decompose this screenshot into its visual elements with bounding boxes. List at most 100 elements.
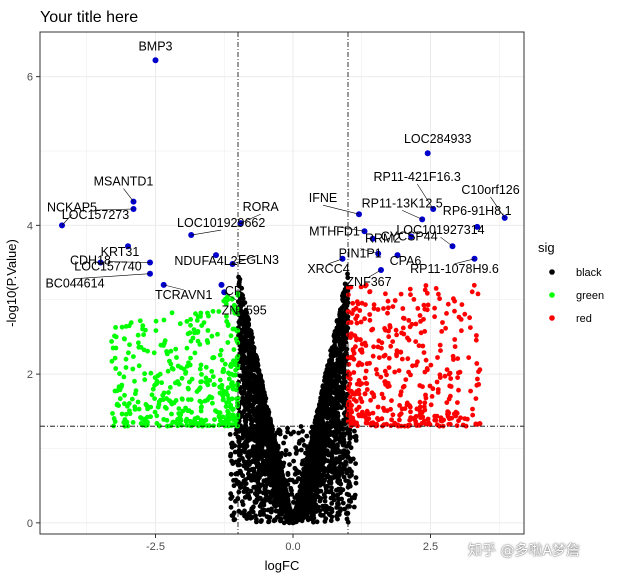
point-red xyxy=(447,421,453,427)
label-leader-line xyxy=(454,258,475,265)
point-red xyxy=(373,367,379,372)
point-black xyxy=(333,437,338,442)
point-black xyxy=(313,502,319,508)
point-red xyxy=(359,381,365,386)
point-black xyxy=(300,428,305,434)
point-green xyxy=(142,377,148,383)
point-black xyxy=(274,476,280,482)
gene-label: MSANTD1 xyxy=(94,175,154,189)
gene-label: KRT31 xyxy=(101,245,140,259)
point-black xyxy=(338,308,344,314)
point-black xyxy=(240,435,245,441)
point-red xyxy=(467,315,472,321)
labeled-point xyxy=(130,198,137,205)
point-red xyxy=(424,290,430,296)
point-black xyxy=(279,502,284,508)
gene-label: LOC157740 xyxy=(74,260,141,274)
gene-label: CYCSP44 xyxy=(381,230,438,244)
point-green xyxy=(121,336,127,342)
point-red xyxy=(435,355,440,360)
point-black xyxy=(299,437,305,443)
point-black xyxy=(352,428,357,434)
point-green xyxy=(109,339,114,344)
point-black xyxy=(329,485,334,491)
point-red xyxy=(356,404,362,410)
point-black xyxy=(308,456,313,462)
point-green xyxy=(210,400,215,406)
gene-label: BC044614 xyxy=(45,277,104,291)
point-black xyxy=(325,420,330,426)
point-black xyxy=(304,444,310,449)
point-black xyxy=(262,440,267,446)
point-green xyxy=(225,408,231,414)
point-black xyxy=(267,476,273,481)
point-black xyxy=(286,502,291,508)
point-green xyxy=(199,372,204,377)
point-red xyxy=(363,283,368,289)
point-red xyxy=(456,387,461,393)
point-black xyxy=(326,407,331,413)
point-green xyxy=(179,375,185,381)
label-leader-line xyxy=(490,196,505,219)
point-red xyxy=(358,396,363,401)
point-red xyxy=(371,392,376,397)
point-black xyxy=(251,504,256,510)
point-red xyxy=(384,372,389,378)
gene-label: XRCC4 xyxy=(307,262,349,276)
point-black xyxy=(260,502,266,507)
point-green xyxy=(230,412,235,418)
point-black xyxy=(252,413,258,418)
point-red xyxy=(447,383,453,389)
point-red xyxy=(381,395,386,401)
point-black xyxy=(329,514,335,520)
point-green xyxy=(219,357,225,363)
point-green xyxy=(219,382,225,388)
gene-label: RP11-13K12.5 xyxy=(362,196,443,210)
point-red xyxy=(414,406,420,412)
point-black xyxy=(287,477,293,483)
point-black xyxy=(285,470,291,476)
point-green xyxy=(210,308,216,314)
point-black xyxy=(264,454,270,459)
point-black xyxy=(227,432,233,437)
point-red xyxy=(363,368,369,374)
point-green xyxy=(178,412,184,418)
point-red xyxy=(349,331,354,337)
gene-label: CDH18 xyxy=(70,254,111,268)
point-black xyxy=(272,433,278,438)
point-green xyxy=(150,386,156,392)
point-green xyxy=(170,419,176,425)
point-green xyxy=(136,363,142,369)
point-black xyxy=(239,346,244,351)
gene-label: RP11-1078H9.6 xyxy=(410,262,499,276)
point-black xyxy=(331,333,337,339)
point-red xyxy=(392,369,398,375)
point-black xyxy=(240,395,246,401)
point-red xyxy=(469,289,475,295)
point-black xyxy=(263,460,269,465)
point-black xyxy=(304,433,310,439)
point-green xyxy=(217,352,223,358)
point-black xyxy=(279,506,285,512)
point-green xyxy=(129,396,135,402)
label-leader-line xyxy=(107,261,151,263)
point-red xyxy=(375,307,381,312)
point-black xyxy=(342,506,347,512)
point-black xyxy=(264,430,269,435)
point-green xyxy=(127,342,132,348)
point-black xyxy=(332,337,338,343)
point-red xyxy=(407,403,412,408)
point-black xyxy=(281,460,287,466)
point-black xyxy=(311,435,317,441)
point-black xyxy=(243,375,249,381)
point-black xyxy=(260,498,265,504)
point-green xyxy=(149,392,155,398)
point-green xyxy=(212,417,217,422)
point-red xyxy=(387,324,393,330)
point-black xyxy=(268,508,274,513)
point-green xyxy=(216,414,222,420)
point-black xyxy=(285,496,291,502)
point-black xyxy=(335,385,341,391)
point-red xyxy=(347,376,353,382)
point-red xyxy=(397,403,402,408)
